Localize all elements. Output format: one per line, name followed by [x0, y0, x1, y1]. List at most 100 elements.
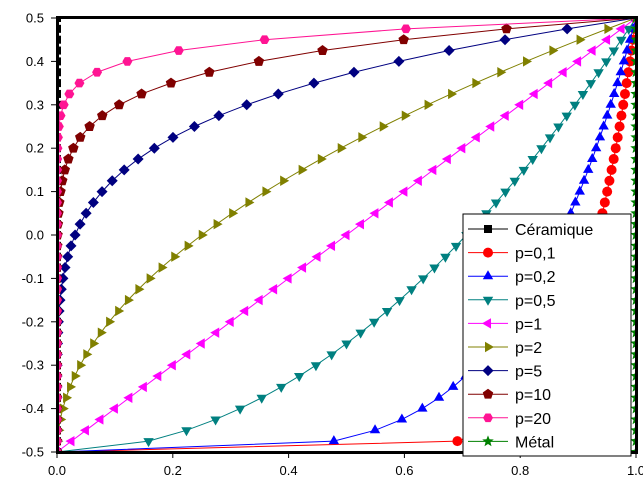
legend-item: p=10 [468, 387, 551, 404]
series-1-point [623, 67, 634, 78]
series-5-point [115, 305, 125, 317]
series-3-point [256, 394, 267, 404]
series-6-point [80, 207, 92, 219]
series-5-point [171, 251, 181, 262]
legend-swatch-marker [482, 318, 491, 329]
series-6-point [272, 88, 284, 100]
series-5-point [358, 132, 368, 143]
series-6-point [308, 77, 320, 89]
series-6-point [74, 218, 86, 230]
series-1-point [602, 186, 613, 197]
series-6-point [499, 34, 511, 46]
series-5-point [379, 121, 389, 132]
series-6-point [241, 99, 253, 111]
series-4-point [108, 403, 118, 414]
series-6-point [118, 164, 130, 176]
y-tick-label: -0.2 [22, 314, 44, 329]
y-tick-label: 0.3 [26, 97, 44, 112]
x-tick-label: 0.2 [164, 463, 182, 478]
axis-ticks: 0.0 0.2 0.4 0.6 0.8 1.0 0.5 0.4 0.3 0.2 0.1 0.0 -0.1… [22, 11, 643, 479]
series-4-point [528, 88, 538, 100]
series-4-point [268, 284, 278, 295]
legend-swatch-marker [484, 225, 492, 233]
series-2-point [583, 163, 594, 173]
series-3-point [536, 145, 547, 155]
series-2-point [618, 55, 630, 65]
series-4-point [94, 414, 104, 425]
series-5-point [90, 338, 100, 349]
series-4-point [354, 218, 364, 230]
series-3-point [490, 199, 502, 209]
series-4-point [427, 164, 437, 176]
series-5-point [71, 370, 81, 382]
series-3-point [553, 123, 564, 133]
series-3-point [381, 307, 393, 317]
series-3-point [500, 188, 511, 198]
series-5-point [77, 360, 87, 371]
series-2-point [594, 131, 606, 141]
series-2-point [612, 77, 623, 87]
series-6-point [96, 186, 108, 198]
series-5-point [424, 99, 434, 110]
series-4-point [470, 132, 480, 143]
series-3-point [417, 275, 429, 285]
series-1-point [614, 121, 625, 132]
series-5-point [576, 34, 586, 45]
legend-item: p=2 [468, 340, 542, 357]
series-3-point [593, 69, 604, 79]
series-6-point [148, 142, 160, 154]
series-2-point [433, 391, 445, 401]
x-tick-label: 1.0 [627, 463, 643, 478]
series-7-point [204, 66, 215, 77]
series-4-point [398, 186, 408, 197]
series-2-point [587, 153, 598, 163]
series-6-point [62, 251, 74, 263]
series-5-point [67, 381, 77, 393]
legend-item: Céramique [468, 222, 593, 239]
series-3-point [440, 253, 451, 263]
series-3-point [368, 318, 380, 328]
series-3-point [544, 134, 556, 144]
series-5-point [135, 284, 145, 295]
series-2-point [624, 33, 636, 43]
series-4-point [586, 45, 596, 56]
y-tick-label: 0.2 [26, 141, 44, 156]
series-3-point [561, 112, 572, 122]
series-7-point [253, 55, 265, 66]
series-8-point [173, 46, 184, 55]
legend-label: p=0,5 [515, 293, 556, 310]
legend-swatch-marker [482, 270, 494, 280]
y-tick-label: -0.4 [22, 401, 44, 416]
series-5-point [604, 23, 614, 35]
series-4-point [557, 67, 567, 78]
series-3-point [341, 340, 352, 350]
series-4-point [239, 305, 249, 317]
y-tick-label: -0.5 [22, 445, 44, 460]
series-4-point [615, 23, 625, 35]
series-4-point [441, 153, 451, 165]
series-3-point [355, 329, 366, 339]
series-3-point [394, 297, 405, 307]
series-3-point [608, 47, 620, 57]
series-6-point [69, 229, 81, 241]
legend-item: p=1 [468, 316, 542, 333]
series-4-point [572, 56, 582, 67]
series-4-point [137, 381, 147, 393]
series-4-point [601, 34, 611, 45]
series-8-point [259, 35, 270, 45]
plot-frame [56, 16, 638, 454]
series-6-point [393, 55, 405, 67]
y-tick-label: -0.3 [22, 358, 44, 373]
series-7-point [75, 131, 86, 142]
series-7-point [501, 23, 512, 34]
series-2-point [369, 424, 381, 434]
series-7-point [63, 153, 74, 164]
series-1-point [619, 88, 630, 99]
series-1-point [610, 143, 621, 154]
series-3-point [429, 264, 440, 274]
series-4-point [79, 425, 89, 436]
series-4-point [499, 110, 509, 121]
series-5-point [337, 143, 347, 154]
legend-label: p=20 [515, 411, 551, 428]
series-2-point [328, 435, 340, 445]
